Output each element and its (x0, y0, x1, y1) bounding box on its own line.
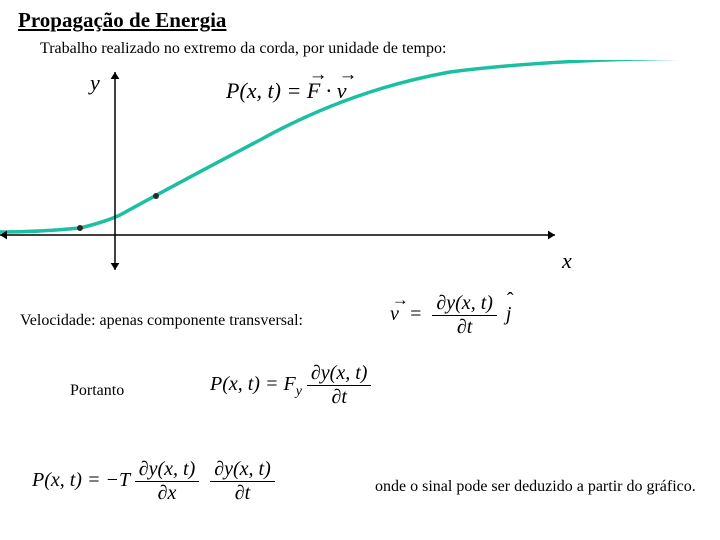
equation-power-final: P(x, t) = −T ∂y(x, t) ∂x ∂y(x, t) ∂t (32, 458, 275, 505)
page-title: Propagação de Energia (18, 8, 226, 33)
portanto-text: Portanto (70, 382, 124, 400)
wave-graph (0, 60, 720, 280)
equation-power: P(x, t) = F · v (226, 78, 347, 104)
equation-velocity: v = ∂y(x, t) ∂t j (390, 292, 511, 339)
subtitle-text: Trabalho realizado no extremo da corda, … (40, 40, 446, 58)
onde-text: onde o sinal pode ser deduzido a partir … (375, 478, 696, 496)
equation-power-fy: P(x, t) = Fy ∂y(x, t) ∂t (210, 362, 371, 409)
velocity-text: Velocidade: apenas componente transversa… (20, 312, 303, 330)
